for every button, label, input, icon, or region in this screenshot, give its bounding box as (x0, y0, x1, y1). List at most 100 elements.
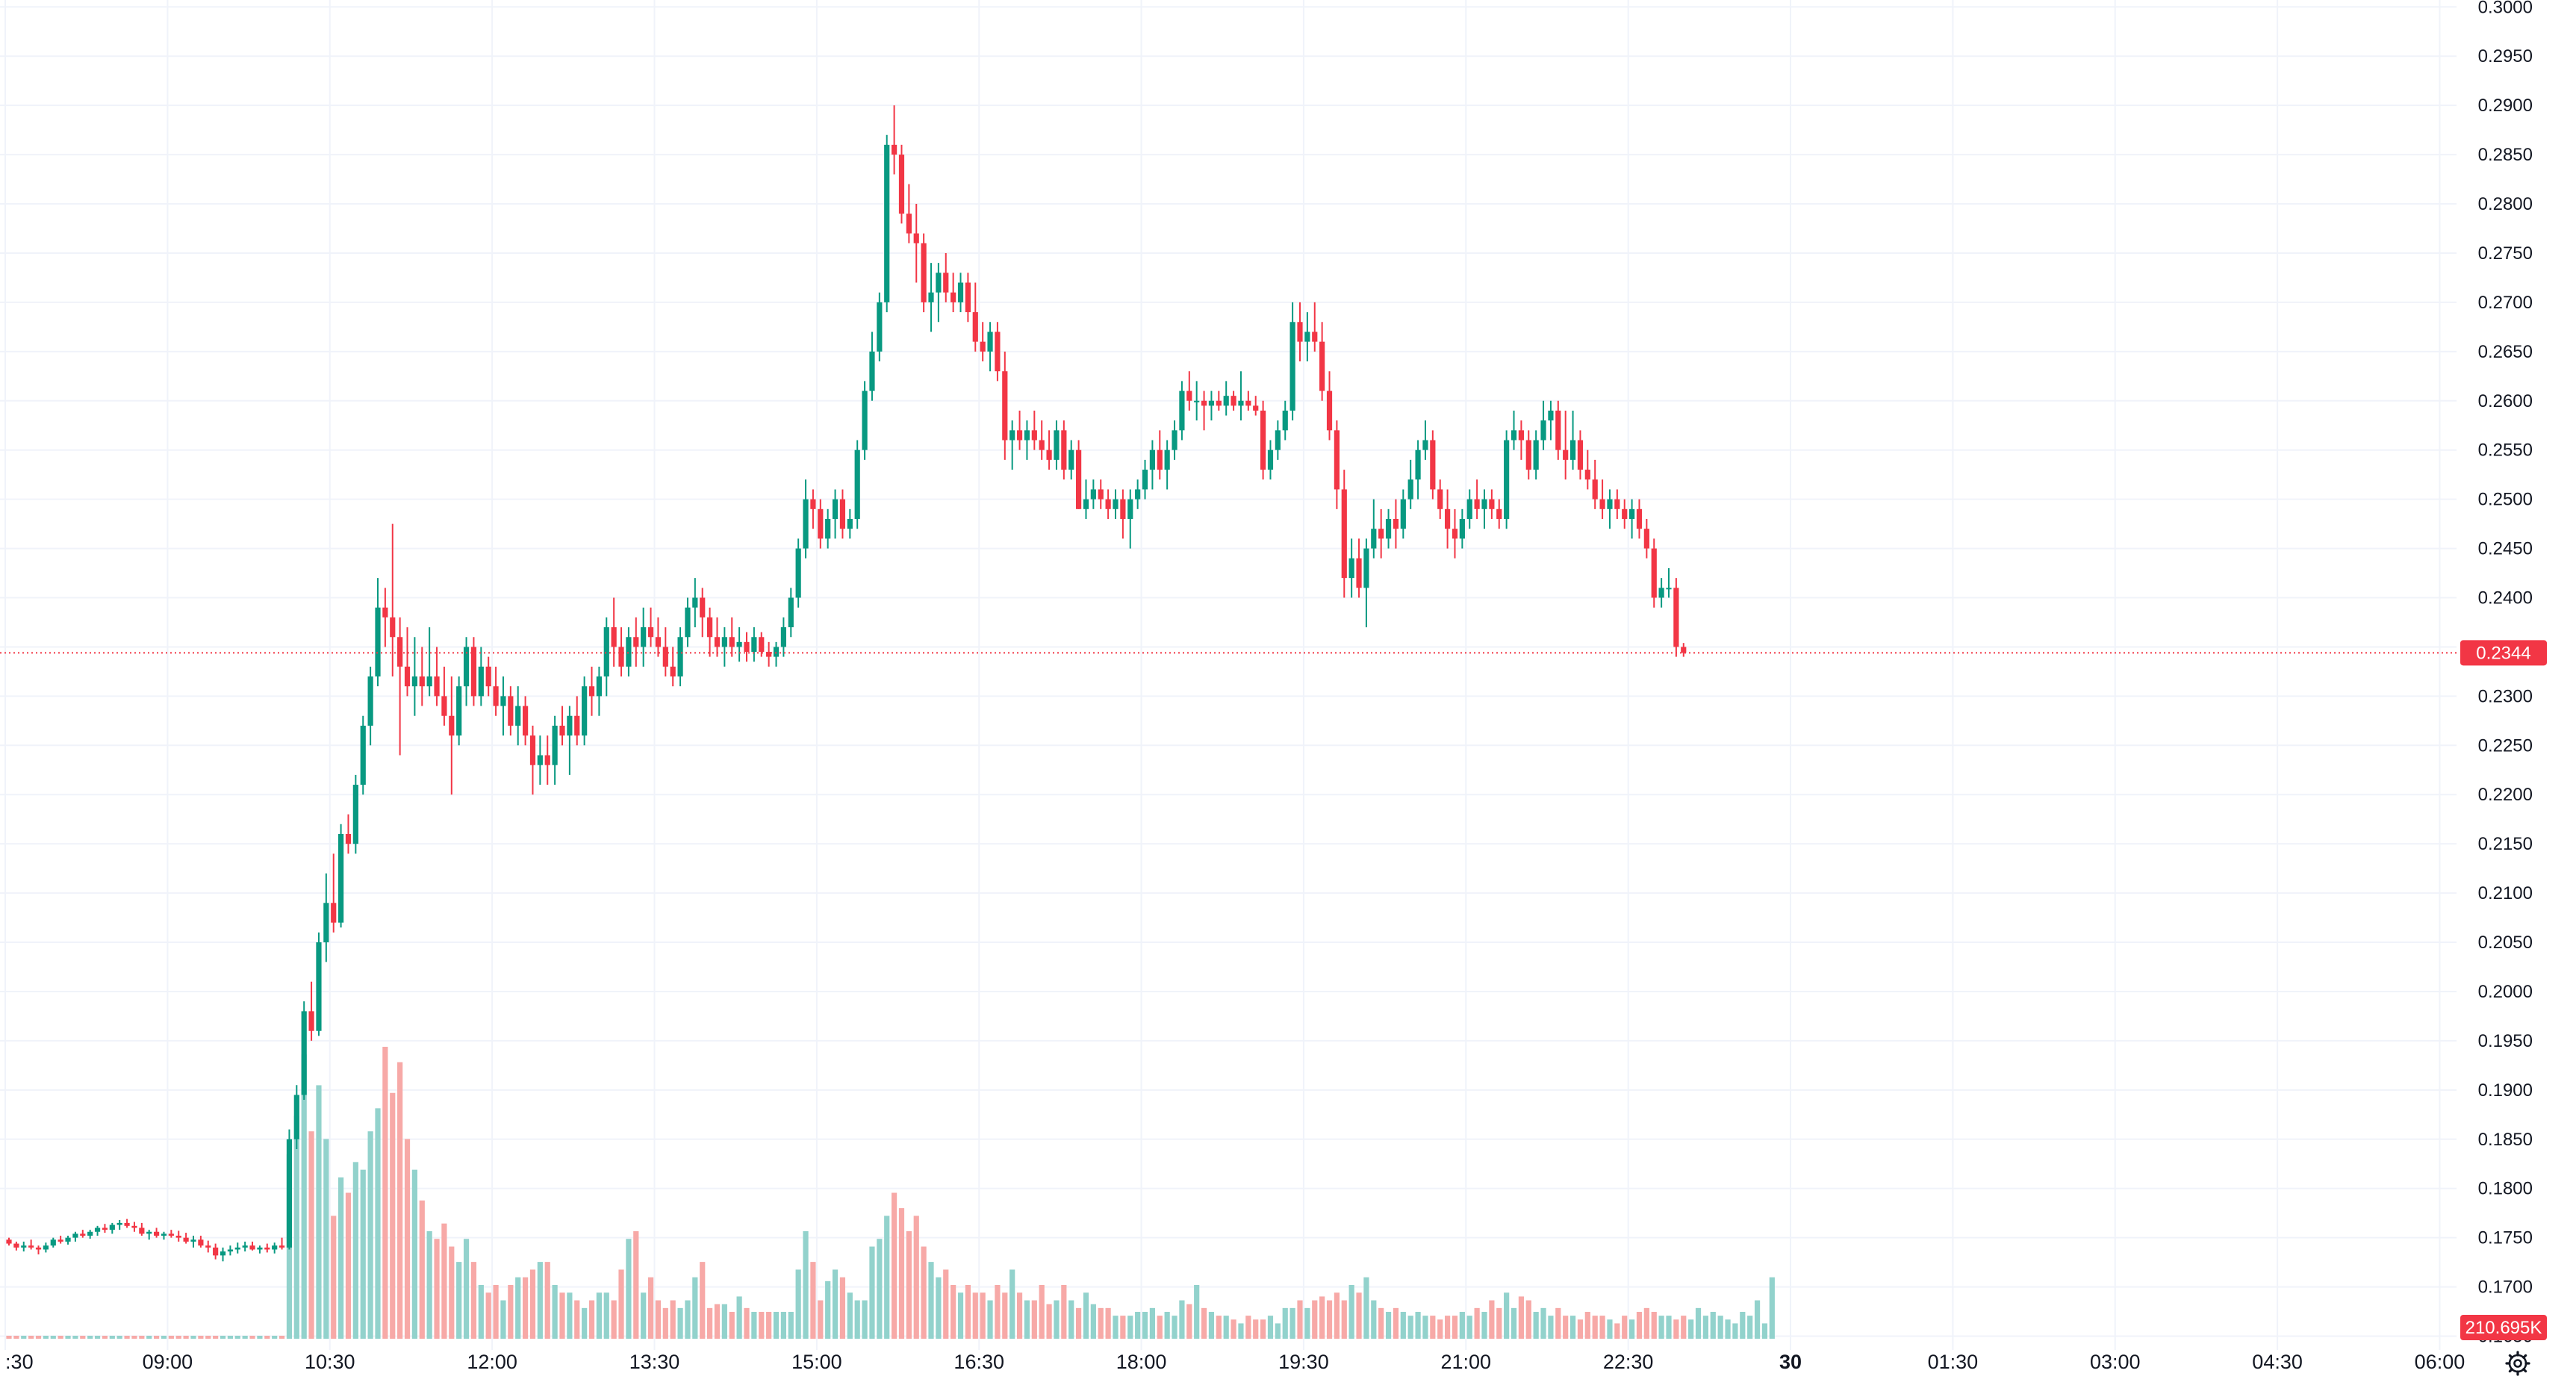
volume-bar (234, 1336, 240, 1339)
volume-bar (1090, 1304, 1096, 1339)
candle-body (1555, 410, 1561, 450)
volume-bar (352, 1162, 358, 1339)
time-axis[interactable]: :30 09:00 10:30 12:00 13:30 15:00 16:30 18:00 19… (5, 1351, 2465, 1373)
candle-body (1164, 449, 1170, 470)
candle-body (234, 1247, 240, 1250)
volume-bar (795, 1269, 801, 1339)
candle-body (1356, 558, 1362, 588)
candle-body (1422, 440, 1428, 450)
candle-body (478, 666, 484, 697)
price-tick-label: 0.2800 (2478, 194, 2533, 214)
price-tick-label: 0.1900 (2478, 1080, 2533, 1101)
candle-body (161, 1233, 167, 1236)
candle-body (1267, 449, 1274, 470)
candle-body (1046, 449, 1052, 460)
price-tick-label: 0.2700 (2478, 293, 2533, 313)
volume-bar (567, 1292, 573, 1339)
candle-body (72, 1233, 78, 1238)
volume-bar (1135, 1311, 1141, 1339)
gear-tooth (2522, 1368, 2527, 1373)
candle-body (1393, 519, 1399, 529)
price-axis[interactable]: 0.3000 0.2950 0.2900 0.2850 0.2800 0.2750 0.27… (2478, 0, 2533, 1347)
volume-bar (1172, 1316, 1177, 1339)
volume-bar (972, 1292, 978, 1339)
candle-body (80, 1233, 86, 1236)
volume-bar (434, 1239, 440, 1339)
candle-body (537, 755, 543, 765)
candle-body (1584, 470, 1590, 480)
candle-body (1673, 588, 1679, 647)
volume-bar (1607, 1319, 1613, 1339)
volume-bar (1127, 1316, 1133, 1339)
candle-body (714, 637, 721, 647)
candle-body (1208, 400, 1215, 406)
price-tick-label: 0.2300 (2478, 686, 2533, 706)
candle-body (1223, 396, 1229, 406)
candle-body (360, 725, 366, 785)
price-tick-label: 0.2550 (2478, 441, 2533, 461)
candle-body (463, 647, 470, 687)
volume-bar (1393, 1307, 1399, 1339)
volume-bar (1216, 1316, 1222, 1339)
volume-bar (80, 1336, 86, 1339)
volume-bar (1761, 1323, 1768, 1339)
volume-bar (1466, 1316, 1472, 1339)
chart-settings-button[interactable] (2505, 1351, 2530, 1376)
volume-bar (249, 1336, 255, 1339)
last-price-label: 0.2344 (2476, 643, 2530, 663)
candle-body (1518, 430, 1524, 441)
candle-body (611, 627, 617, 647)
volume-bar (375, 1108, 381, 1339)
volume-bar (523, 1277, 529, 1339)
volume-bar (1629, 1319, 1635, 1339)
volume-bar (1149, 1307, 1155, 1339)
candle-body (1407, 479, 1413, 500)
volume-bar (1651, 1311, 1657, 1339)
candle-body (523, 706, 529, 736)
volume-bar (168, 1336, 174, 1339)
gear-tooth (2508, 1354, 2513, 1359)
volume-bar (1326, 1300, 1333, 1339)
candle-body (1385, 519, 1392, 539)
candle-body (338, 833, 344, 923)
candle-body (987, 332, 993, 352)
volume-bar (1098, 1307, 1104, 1339)
candle-body (552, 725, 558, 765)
volume-bar (190, 1336, 196, 1339)
candle-body (898, 155, 905, 214)
candle-body (441, 696, 447, 716)
volume-bar (1496, 1307, 1502, 1339)
candle-body (913, 233, 919, 243)
candle-body (227, 1249, 233, 1252)
volume-bar (1142, 1311, 1148, 1339)
candle-body (670, 666, 676, 676)
volume-bar (1504, 1292, 1510, 1339)
candle-body (877, 302, 883, 352)
candle-body (1348, 558, 1354, 579)
volume-bar (1304, 1307, 1310, 1339)
volume-bar (478, 1284, 484, 1339)
candle-body (810, 499, 816, 509)
candle-body (818, 508, 824, 539)
last-volume-label: 210.695K (2465, 1318, 2542, 1338)
candle-body (1378, 529, 1384, 539)
volume-bar (161, 1336, 167, 1339)
candle-body (1548, 410, 1554, 421)
time-tick-label: 22:30 (1603, 1351, 1654, 1373)
candle-body (574, 715, 580, 736)
candle-body (1363, 548, 1369, 588)
volume-bar (1540, 1307, 1546, 1339)
candle-body (390, 617, 396, 638)
volume-bar (721, 1304, 727, 1339)
volume-bar (670, 1300, 676, 1339)
volume-bar (869, 1246, 875, 1339)
volume-bar (205, 1336, 211, 1339)
price-tick-label: 0.3000 (2478, 0, 2533, 17)
volume-bar (1673, 1319, 1679, 1339)
candle-body (721, 637, 727, 647)
volume-bar (1430, 1316, 1436, 1339)
candle-body (1445, 508, 1451, 529)
candle-body (1540, 420, 1546, 441)
